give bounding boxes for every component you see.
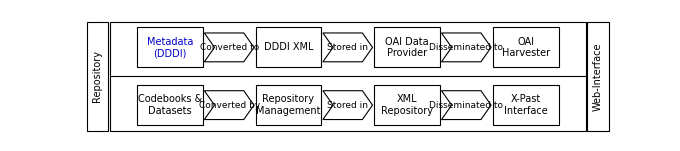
Polygon shape — [205, 33, 254, 62]
Text: Metadata
(DDDI): Metadata (DDDI) — [147, 37, 193, 58]
Polygon shape — [205, 91, 254, 120]
Text: Converted by: Converted by — [199, 101, 260, 110]
Text: X-Past
Interface: X-Past Interface — [504, 94, 547, 116]
Polygon shape — [323, 33, 373, 62]
Text: Codebooks &
Datasets: Codebooks & Datasets — [138, 94, 202, 116]
Bar — [86, 22, 108, 131]
Text: OAI Data
Provider: OAI Data Provider — [385, 37, 429, 58]
Text: Disseminated to: Disseminated to — [429, 101, 503, 110]
Text: Disseminated to: Disseminated to — [429, 43, 503, 52]
Text: Repository
Management: Repository Management — [256, 94, 321, 116]
Text: OAI
Harvester: OAI Harvester — [502, 37, 549, 58]
Text: Stored in: Stored in — [327, 101, 369, 110]
Bar — [374, 85, 440, 125]
Bar — [256, 85, 322, 125]
Text: DDDI XML: DDDI XML — [264, 42, 313, 52]
Text: XML
Repository: XML Repository — [381, 94, 433, 116]
Text: Stored in: Stored in — [327, 43, 369, 52]
Bar — [492, 27, 558, 67]
Text: Web-Interface: Web-Interface — [593, 42, 603, 111]
Polygon shape — [323, 91, 373, 120]
Bar — [492, 85, 558, 125]
Bar — [137, 27, 203, 67]
Text: Converted to: Converted to — [199, 43, 259, 52]
Text: Repository: Repository — [92, 50, 103, 102]
Bar — [588, 22, 609, 131]
Bar — [137, 85, 203, 125]
Polygon shape — [441, 91, 491, 120]
Polygon shape — [441, 33, 491, 62]
Bar — [256, 27, 322, 67]
Bar — [374, 27, 440, 67]
